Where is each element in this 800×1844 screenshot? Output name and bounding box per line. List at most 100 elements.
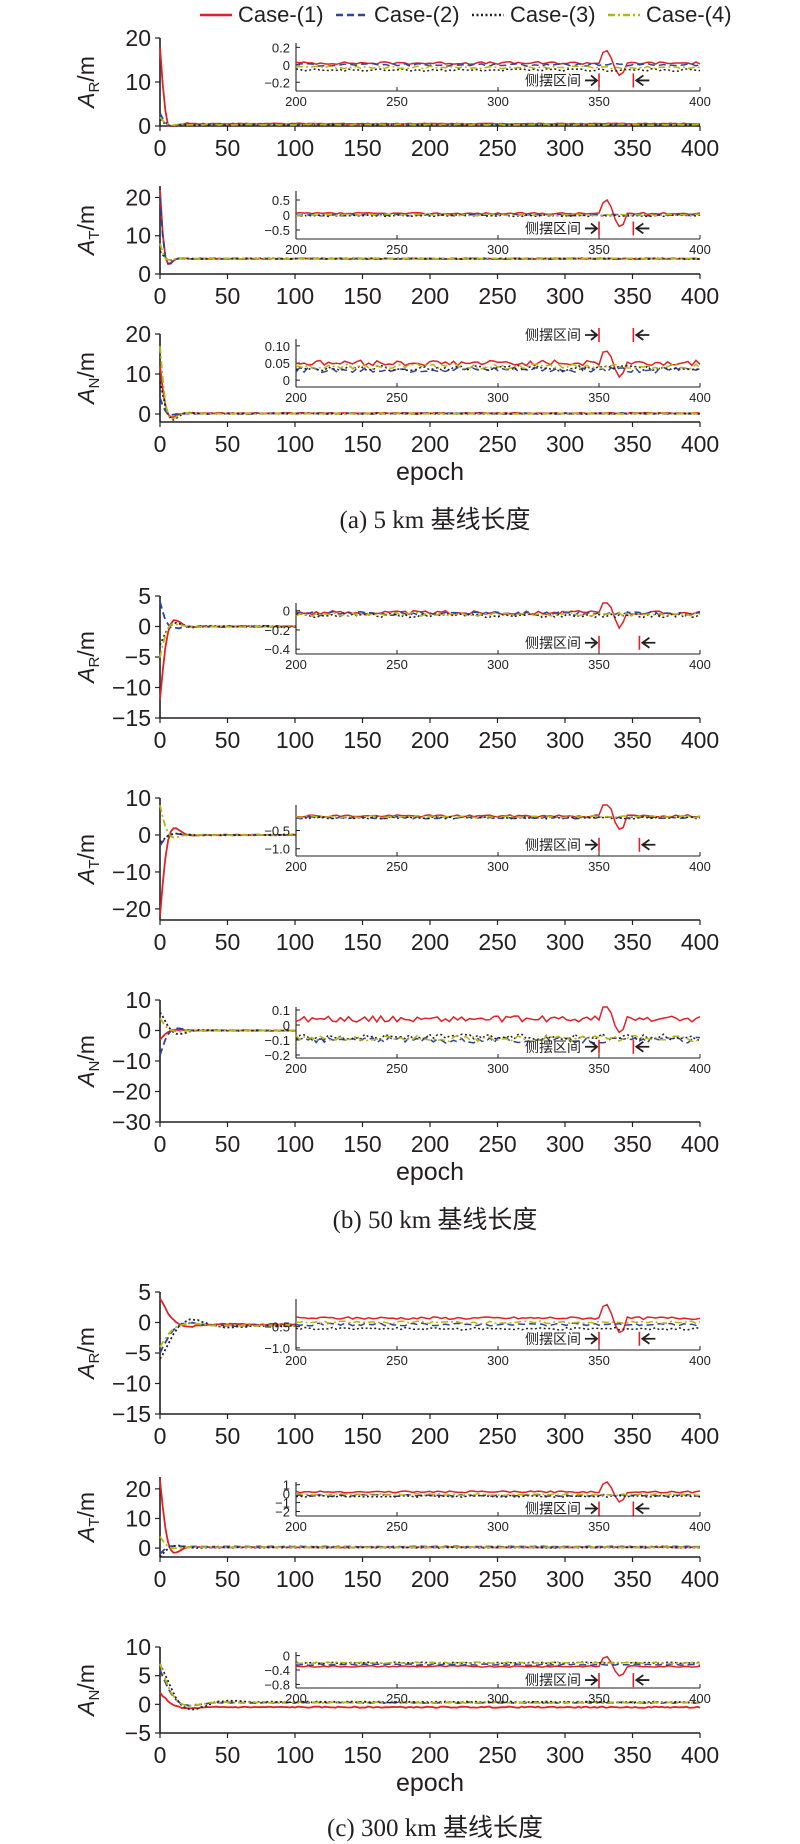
inset-series-4-line [295, 1492, 701, 1497]
lateral-window-label: 侧摆区间 [525, 1331, 581, 1347]
y-tick-label: 5 [138, 583, 151, 609]
caption-c: (c) 300 km 基线长度 [327, 1814, 543, 1842]
inset-series-2-line [295, 610, 701, 617]
inset-y-tick-label: −0.4 [264, 642, 290, 657]
x-tick-label: 400 [681, 283, 719, 309]
x-tick-label: 350 [613, 727, 651, 753]
x-tick-label: 200 [411, 1566, 449, 1592]
y-axis-label: AN/m [73, 352, 103, 406]
inset-y-tick-label: 0 [283, 373, 290, 388]
x-axis-label: epoch [396, 458, 464, 486]
series-4-line [159, 243, 701, 261]
y-axis-label: AN/m [73, 1664, 103, 1718]
inset-y-tick-label: −0.5 [264, 824, 290, 839]
inset-y-tick-label: 0.1 [272, 1003, 290, 1018]
y-tick-label: 0 [138, 1310, 151, 1336]
x-tick-label: 250 [478, 283, 516, 309]
inset-x-tick-label: 200 [285, 242, 307, 257]
inset-series-4-line [295, 362, 701, 371]
series-3-line [159, 118, 701, 127]
x-tick-label: 250 [478, 727, 516, 753]
x-tick-label: 300 [546, 1131, 584, 1157]
inset-series-1-line [295, 1481, 701, 1503]
y-tick-label: 10 [125, 223, 151, 249]
inset: 200 250 300 350 400 10−1−2 侧摆区间 [275, 1478, 711, 1534]
y-tick-label: 5 [138, 1279, 151, 1305]
y-tick-label: 10 [125, 1634, 151, 1660]
arrow-left-icon [634, 222, 650, 235]
x-tick-label: 350 [613, 1423, 651, 1449]
x-tick-label: 50 [215, 1423, 241, 1449]
arrow-right-icon [585, 74, 599, 87]
y-tick-label: −10 [112, 859, 151, 885]
panel-a-r: 0 50 100 150 200 250 300 350 400 0 10 20 AR/m 200 250 3… [73, 25, 719, 161]
inset: 200 250 300 350 400 −0.5 −1.0 侧摆区间 [264, 1299, 711, 1368]
inset-y-tick-label: −2 [275, 1505, 290, 1520]
inset-y-tick-label: −0.4 [264, 1663, 290, 1678]
arrow-right-icon [585, 222, 599, 235]
x-tick-label: 50 [215, 1566, 241, 1592]
y-tick-label: −15 [112, 1401, 151, 1427]
captions: (a) 5 km 基线长度 (b) 50 km 基线长度 (c) 300 km … [327, 506, 543, 1842]
inset-x-tick-label: 400 [689, 657, 711, 672]
inset-series-3-line [295, 1494, 701, 1498]
arrow-left-icon [634, 1674, 650, 1686]
legend: Case-(1) Case-(2) Case-(3) Case-(4) [200, 2, 732, 27]
legend-entry: Case-(1) [200, 2, 324, 27]
series-4-line [159, 1663, 701, 1708]
inset-x-tick-label: 300 [487, 94, 509, 109]
x-tick-label: 250 [478, 1742, 516, 1768]
inset-series-2-line [295, 366, 701, 374]
panel-c-n: 0 50 100 150 200 250 300 350 4001050−5AN/mepoch2… [73, 1634, 719, 1797]
x-tick-label: 300 [546, 1566, 584, 1592]
arrow-right-icon [585, 637, 599, 649]
inset-series-4-line [295, 65, 701, 70]
x-tick-label: 150 [343, 727, 381, 753]
inset-series-2-line [295, 1322, 701, 1327]
arrow-right-icon [585, 1674, 599, 1686]
legend-label: Case-(4) [646, 2, 732, 27]
x-tick-label: 0 [154, 1131, 167, 1157]
x-tick-label: 400 [681, 431, 719, 457]
series-4-line [159, 346, 701, 421]
x-tick-label: 50 [215, 929, 241, 955]
y-tick-label: 20 [125, 184, 151, 210]
x-tick-label: 200 [411, 283, 449, 309]
x-tick-label: 300 [546, 1423, 584, 1449]
x-tick-label: 50 [215, 431, 241, 457]
x-tick-label: 250 [478, 1566, 516, 1592]
inset-background [296, 805, 700, 856]
x-tick-label: 250 [478, 431, 516, 457]
x-tick-label: 400 [681, 929, 719, 955]
x-tick-label: 400 [681, 1566, 719, 1592]
x-tick-label: 100 [276, 283, 314, 309]
inset-series-4-line [295, 814, 701, 819]
y-tick-label: −20 [112, 896, 151, 922]
y-tick-label: −15 [112, 705, 151, 731]
x-tick-label: 0 [154, 929, 167, 955]
y-tick-label: 0 [138, 1535, 151, 1561]
legend-entry: Case-(2) [336, 2, 460, 27]
inset-y-tick-label: −0.2 [264, 1048, 290, 1063]
x-tick-label: 100 [276, 1566, 314, 1592]
panel-b-n: 0 50 100 150 200 250 300 350 400100−10−20−30AN/m… [73, 987, 719, 1186]
inset-background [296, 1007, 700, 1058]
inset-x-tick-label: 350 [588, 94, 610, 109]
arrow-right-icon [585, 329, 599, 341]
x-tick-label: 350 [613, 283, 651, 309]
inset-x-tick-label: 250 [386, 1519, 408, 1534]
panel-b-t: 0 50 100 150 200 250 300 350 400100−10−20AT/m200… [73, 785, 719, 955]
y-tick-label: 5 [138, 1663, 151, 1689]
y-tick-label: 20 [125, 1476, 151, 1502]
inset-y-tick-label: −0.1 [264, 1033, 290, 1048]
y-axis-label: AT/m [73, 205, 103, 257]
inset-y-tick-label: −0.5 [264, 223, 290, 238]
arrow-right-icon [585, 839, 599, 851]
series-1-line [159, 1691, 701, 1710]
inset-x-tick-label: 350 [588, 1061, 610, 1076]
y-tick-label: −10 [112, 675, 151, 701]
y-tick-label: 10 [125, 1505, 151, 1531]
x-tick-label: 100 [276, 135, 314, 161]
inset-x-tick-label: 300 [487, 390, 509, 405]
